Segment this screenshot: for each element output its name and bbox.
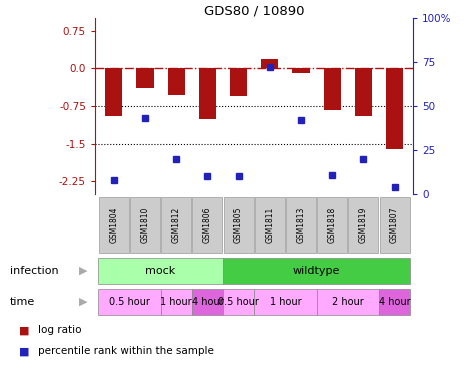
Text: GSM1804: GSM1804 [109, 207, 118, 243]
FancyBboxPatch shape [99, 197, 129, 253]
FancyBboxPatch shape [192, 197, 222, 253]
Bar [105, 68, 122, 116]
Text: GSM1807: GSM1807 [390, 207, 399, 243]
Text: GSM1811: GSM1811 [265, 207, 274, 243]
Text: percentile rank within the sample: percentile rank within the sample [38, 346, 214, 356]
Text: log ratio: log ratio [38, 325, 82, 335]
Text: GSM1806: GSM1806 [203, 207, 212, 243]
Bar [230, 68, 247, 96]
Title: GDS80 / 10890: GDS80 / 10890 [204, 4, 304, 17]
Text: 4 hour: 4 hour [191, 297, 223, 307]
FancyBboxPatch shape [223, 289, 254, 315]
Text: GSM1812: GSM1812 [171, 207, 180, 243]
Bar [168, 68, 185, 94]
Bar [136, 68, 153, 87]
FancyBboxPatch shape [255, 197, 285, 253]
Text: ■: ■ [19, 325, 29, 335]
Text: ■: ■ [19, 346, 29, 356]
FancyBboxPatch shape [130, 197, 160, 253]
Text: 4 hour: 4 hour [379, 297, 410, 307]
FancyBboxPatch shape [223, 258, 410, 284]
FancyBboxPatch shape [316, 289, 379, 315]
Text: GSM1819: GSM1819 [359, 207, 368, 243]
Text: infection: infection [10, 266, 58, 276]
Bar [261, 59, 278, 68]
FancyBboxPatch shape [380, 197, 409, 253]
Text: 1 hour: 1 hour [269, 297, 301, 307]
Bar [323, 68, 341, 110]
Text: mock: mock [145, 266, 176, 276]
Text: GSM1813: GSM1813 [296, 207, 305, 243]
FancyBboxPatch shape [161, 197, 191, 253]
Text: GSM1805: GSM1805 [234, 207, 243, 243]
Text: GSM1818: GSM1818 [328, 207, 337, 243]
Bar [386, 68, 403, 149]
Bar [355, 68, 372, 116]
FancyBboxPatch shape [192, 289, 223, 315]
FancyBboxPatch shape [98, 258, 223, 284]
FancyBboxPatch shape [161, 289, 192, 315]
FancyBboxPatch shape [98, 289, 161, 315]
Text: time: time [10, 297, 35, 307]
Text: 0.5 hour: 0.5 hour [109, 297, 150, 307]
Text: ▶: ▶ [79, 266, 88, 276]
Text: ▶: ▶ [79, 297, 88, 307]
FancyBboxPatch shape [317, 197, 347, 253]
Bar [292, 68, 310, 72]
FancyBboxPatch shape [348, 197, 378, 253]
FancyBboxPatch shape [379, 289, 410, 315]
Text: 0.5 hour: 0.5 hour [218, 297, 259, 307]
Text: wildtype: wildtype [293, 266, 340, 276]
Text: 2 hour: 2 hour [332, 297, 363, 307]
FancyBboxPatch shape [254, 289, 316, 315]
Text: 1 hour: 1 hour [160, 297, 192, 307]
Bar [199, 68, 216, 119]
FancyBboxPatch shape [286, 197, 316, 253]
Text: GSM1810: GSM1810 [141, 207, 150, 243]
FancyBboxPatch shape [224, 197, 254, 253]
